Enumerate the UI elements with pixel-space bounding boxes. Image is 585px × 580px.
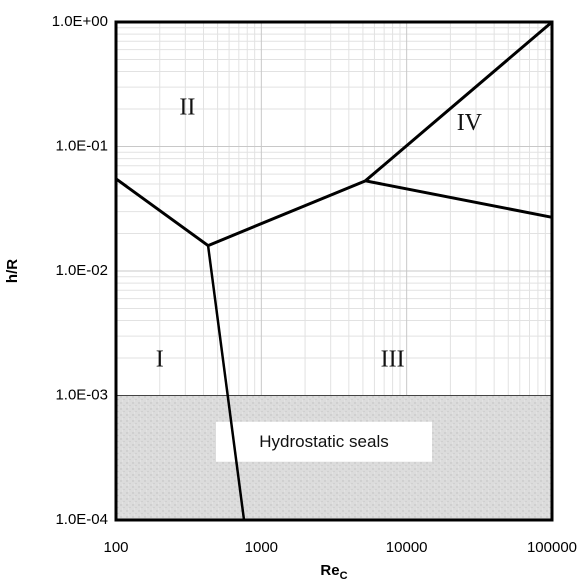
y-tick-label: 1.0E-01: [55, 137, 108, 154]
x-axis-title-main: Re: [320, 562, 339, 579]
hydrostatic-label-box: [216, 421, 432, 462]
x-tick-label: 10000: [386, 539, 428, 556]
x-tick-label: 1000: [245, 539, 278, 556]
boundary-line: [115, 177, 209, 247]
y-tick-label: 1.0E-03: [55, 386, 108, 403]
region-label-IV: IV: [457, 110, 483, 136]
region-label-I: I: [156, 346, 164, 372]
hydrostatic-label: Hydrostatic seals: [259, 432, 388, 451]
y-axis-title: h/R: [4, 259, 21, 283]
y-tick-labels: 1.0E-04 1.0E-03 1.0E-02 1.0E-01 1.0E+00: [52, 13, 108, 528]
x-tick-label: 100000: [527, 539, 577, 556]
region-label-III: III: [381, 346, 405, 372]
x-tick-labels: 100 1000 10000 100000: [103, 539, 577, 556]
y-tick-label: 1.0E+00: [52, 13, 108, 30]
boundary-lines: [115, 20, 553, 521]
boundary-line: [364, 20, 553, 182]
y-tick-label: 1.0E-04: [55, 511, 108, 528]
x-axis-title-subscript: C: [340, 570, 348, 580]
y-tick-label: 1.0E-02: [55, 262, 108, 279]
x-tick-label: 100: [103, 539, 128, 556]
x-axis-title: ReC: [320, 562, 347, 580]
boundary-line: [206, 245, 246, 521]
region-label-II: II: [179, 95, 195, 121]
plot-frame: [114, 20, 554, 522]
boundary-line: [207, 179, 366, 247]
boundary-line: [365, 179, 553, 219]
